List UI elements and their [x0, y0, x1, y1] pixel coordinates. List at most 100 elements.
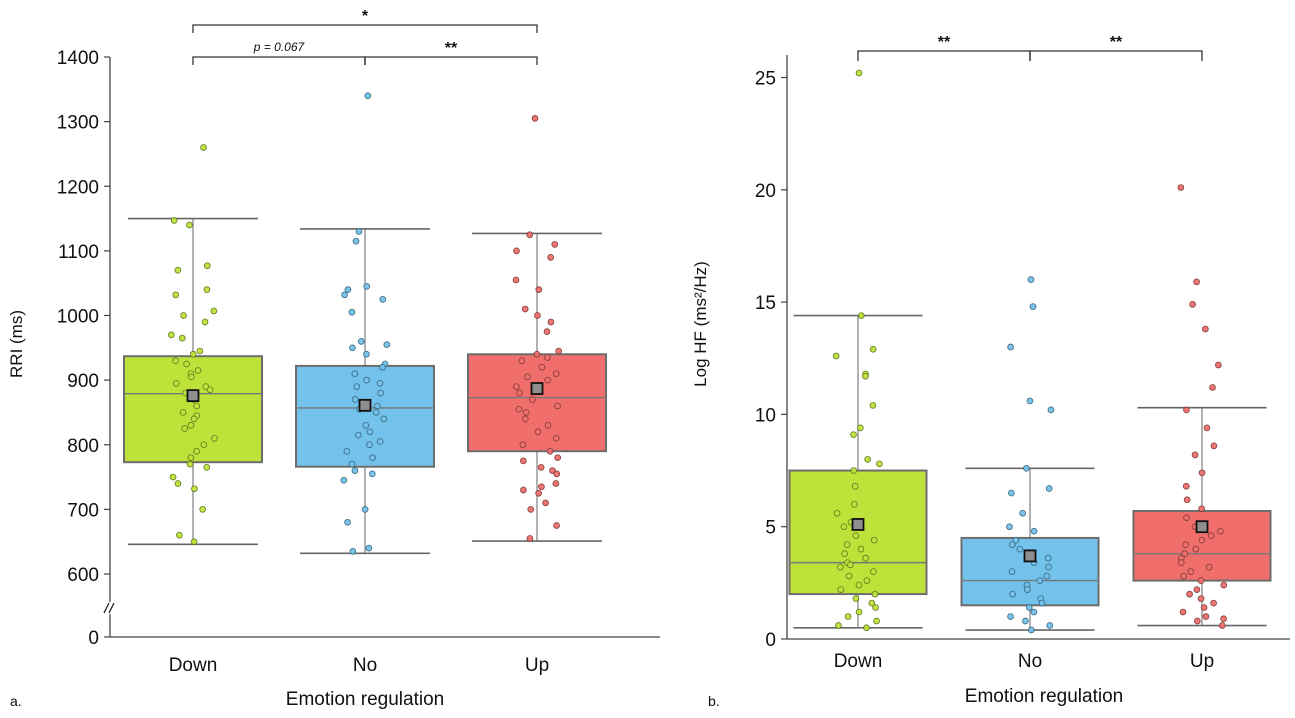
- data-point: [1198, 505, 1205, 513]
- data-point: [351, 396, 359, 403]
- data-point: [363, 283, 371, 290]
- data-point: [187, 454, 195, 462]
- data-point: [1197, 577, 1205, 584]
- data-point: [552, 434, 560, 442]
- mean-marker: [530, 382, 544, 395]
- significance-label: *: [362, 8, 369, 25]
- mean-marker: [1195, 520, 1209, 534]
- mean-marker: [1023, 549, 1037, 563]
- data-point: [513, 247, 520, 255]
- data-point: [553, 470, 561, 478]
- data-point: [201, 318, 209, 326]
- data-point: [174, 266, 182, 274]
- data-point: [521, 305, 529, 313]
- data-point: [1029, 303, 1037, 310]
- data-point: [1038, 599, 1046, 607]
- data-point: [187, 422, 195, 429]
- data-point: [1027, 626, 1035, 634]
- box-down: [123, 144, 263, 546]
- data-point: [203, 464, 211, 471]
- data-point: [194, 367, 202, 374]
- box-iqr: [960, 536, 1100, 607]
- significance-bracket: [192, 24, 538, 33]
- data-point: [190, 538, 198, 546]
- data-point: [344, 518, 351, 526]
- data-point: [516, 389, 523, 397]
- data-point: [174, 480, 182, 487]
- data-point: [349, 548, 357, 555]
- data-point: [1022, 617, 1029, 625]
- data-point: [531, 115, 539, 122]
- data-point: [188, 373, 195, 381]
- data-point: [519, 441, 527, 449]
- data-point: [1009, 541, 1016, 549]
- data-point: [1202, 613, 1210, 620]
- data-point: [1008, 568, 1016, 575]
- data-point: [353, 383, 361, 390]
- x-tick-label: Down: [834, 651, 883, 672]
- significance-label: **: [445, 40, 458, 57]
- data-point: [172, 380, 180, 387]
- data-point: [835, 622, 842, 629]
- data-point: [535, 286, 543, 294]
- y-tick-label: 1200: [57, 177, 99, 198]
- data-point: [869, 402, 877, 409]
- y-tick-label: 20: [755, 181, 776, 202]
- data-point: [1181, 550, 1189, 558]
- significance-bracket: [1029, 50, 1203, 61]
- y-tick-label: 0: [765, 630, 776, 651]
- data-point: [376, 438, 384, 445]
- data-point: [363, 376, 370, 384]
- axis-break-mark: [103, 602, 110, 614]
- data-point: [1045, 485, 1053, 492]
- data-point: [554, 454, 562, 462]
- data-point: [363, 350, 370, 358]
- data-point: [843, 541, 851, 549]
- data-point: [1019, 509, 1027, 517]
- data-point: [871, 590, 879, 598]
- data-point: [857, 545, 865, 553]
- data-point: [855, 581, 863, 589]
- y-tick-label: 700: [67, 500, 99, 521]
- data-point: [362, 422, 370, 429]
- box-up: [467, 115, 607, 542]
- data-point: [1207, 532, 1215, 540]
- box-iqr: [295, 364, 435, 468]
- data-point: [546, 447, 554, 455]
- data-point: [355, 431, 362, 439]
- y-tick-label: 600: [67, 565, 99, 586]
- data-point: [377, 389, 384, 397]
- significance-bracket: [857, 50, 1031, 61]
- data-point: [181, 425, 189, 432]
- data-point: [529, 396, 536, 403]
- data-point: [862, 554, 870, 562]
- data-point: [344, 286, 352, 294]
- y-axis-title: RRI (ms): [7, 310, 26, 378]
- data-point: [1200, 604, 1208, 611]
- data-point: [340, 476, 348, 484]
- data-point: [538, 363, 546, 371]
- data-point: [1218, 622, 1226, 629]
- data-point: [1186, 590, 1193, 598]
- data-point: [526, 231, 534, 239]
- data-point: [1182, 482, 1190, 490]
- data-point: [210, 307, 218, 315]
- y-tick-label: 900: [67, 371, 99, 392]
- data-point: [1198, 469, 1206, 477]
- y-tick-label: 25: [755, 69, 776, 90]
- data-point: [870, 568, 877, 575]
- data-point: [372, 409, 380, 416]
- data-point: [351, 370, 359, 378]
- data-point: [1024, 586, 1031, 593]
- data-point: [841, 550, 848, 558]
- data-point: [1202, 325, 1209, 333]
- data-point: [519, 457, 527, 465]
- data-point: [193, 402, 201, 410]
- box-no: [960, 276, 1100, 634]
- box-up: [1132, 184, 1272, 629]
- data-point: [186, 221, 193, 229]
- data-point: [348, 460, 356, 468]
- y-tick-label: 5: [765, 518, 776, 539]
- x-axis-title: Emotion regulation: [286, 689, 444, 710]
- data-point: [379, 295, 387, 303]
